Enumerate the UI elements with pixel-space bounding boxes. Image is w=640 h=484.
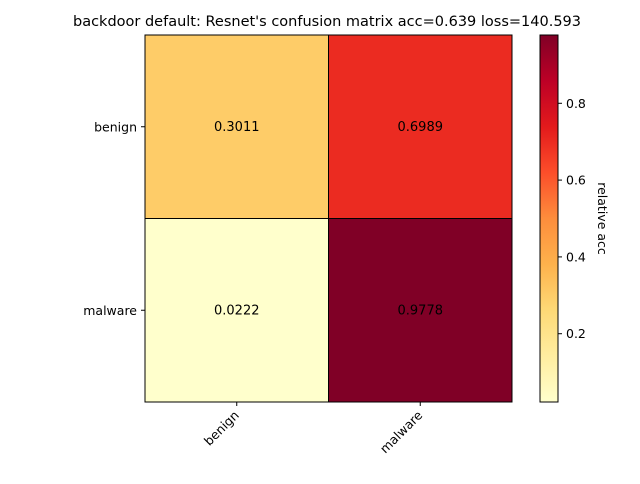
heatmap-cell: [328, 34, 513, 219]
colorbar: 0.2 0.4 0.6 0.8 relative acc: [539, 34, 610, 403]
x-tick-label: malware: [377, 407, 426, 456]
heatmap-cell: [328, 218, 513, 403]
x-tick-label: benign: [201, 408, 242, 449]
y-tick-label: malware: [83, 303, 137, 318]
cell-value-label: 0.9778: [398, 303, 444, 318]
heatmap-cell: [144, 34, 329, 219]
colorbar-tick-label: 0.4: [566, 249, 586, 264]
cell-value-label: 0.0222: [214, 303, 260, 318]
colorbar-label: relative acc: [595, 182, 610, 255]
y-tick-label: benign: [94, 119, 137, 134]
heatmap-cell: [144, 218, 329, 403]
cell-value-label: 0.3011: [214, 120, 260, 135]
cell-value-label: 0.6989: [398, 120, 444, 135]
colorbar-tick-label: 0.8: [566, 96, 586, 111]
colorbar-tick-label: 0.2: [566, 326, 586, 341]
plot-frame: [144, 34, 513, 403]
heatmap-cells: [144, 34, 513, 403]
heatmap-cell-labels: 0.3011 0.6989 0.0222 0.9778: [214, 120, 443, 319]
colorbar-bar: [539, 34, 559, 403]
chart-title: backdoor default: Resnet's confusion mat…: [73, 14, 581, 30]
colorbar-tick-label: 0.6: [566, 173, 586, 188]
